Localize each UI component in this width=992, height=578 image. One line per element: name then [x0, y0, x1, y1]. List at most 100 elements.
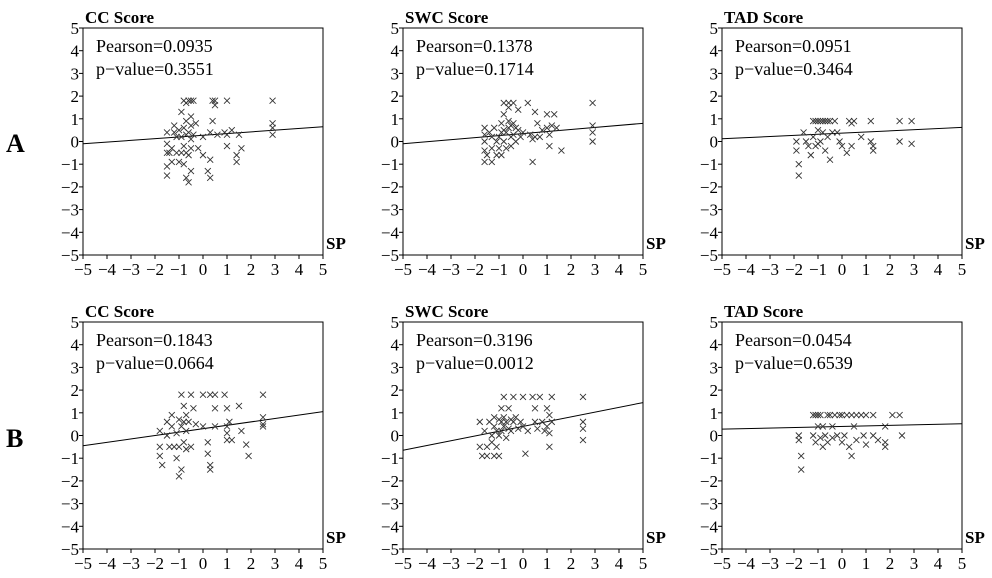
chart-4-xtick-label-3: −2 [146, 554, 164, 573]
chart-1-point-18-b [180, 124, 188, 132]
chart-5-point-23-b [502, 418, 510, 426]
chart-2-point-9 [488, 158, 496, 166]
chart-5-pvalue: p−value=0.0012 [416, 353, 534, 373]
chart-6-point-29 [848, 452, 855, 460]
chart-4-point-17-b [178, 466, 185, 473]
chart-5-point-34 [519, 393, 527, 401]
chart-5-point-13 [493, 443, 500, 451]
chart-5-point-53 [579, 418, 587, 426]
chart-6-xtick-label-10: 5 [958, 554, 967, 573]
chart-1-point-15 [178, 133, 185, 141]
chart-1-point-10-b [173, 149, 180, 157]
chart-3-point-0 [793, 138, 800, 145]
chart-2-point-41 [526, 131, 534, 139]
chart-2-xtick-label-8: 3 [591, 260, 600, 279]
chart-3-point-15-b [817, 117, 824, 125]
chart-5-point-10-b [490, 423, 498, 430]
chart-4-point-19-b [180, 418, 188, 426]
chart-4-point-17 [178, 466, 185, 473]
chart-2-point-38-b [517, 133, 524, 141]
chart-2-point-12 [493, 151, 500, 159]
chart-2-point-21-b [500, 138, 508, 145]
chart-3-point-30 [843, 149, 851, 157]
chart-2-point-5 [483, 151, 491, 159]
chart-6-point-28-b [848, 411, 855, 419]
chart-6-point-23 [838, 411, 846, 419]
chart-6-ytick-label-0: 5 [710, 313, 719, 332]
chart-5-point-41-b [534, 425, 541, 433]
chart-6-point-22 [836, 411, 843, 419]
chart-3-xlabel: SP [965, 234, 985, 253]
chart-5-xtick-label-2: −3 [442, 554, 460, 573]
chart-6-point-20-b [831, 411, 839, 419]
chart-1-point-59 [238, 144, 245, 152]
chart-5-point-47 [546, 411, 553, 419]
chart-1-point-37-b [190, 131, 197, 139]
chart-5-point-50 [548, 393, 556, 401]
chart-1-point-52 [223, 97, 231, 104]
chart-6-pvalue: p−value=0.6539 [735, 353, 853, 373]
chart-3-point-16-b [817, 138, 824, 145]
chart-1-point-26 [185, 97, 192, 104]
chart-5-point-22-b [500, 423, 508, 430]
chart-3-point-5-b [802, 138, 810, 145]
chart-5-xtick-label-9: 4 [615, 554, 624, 573]
chart-2-point-50-b [543, 124, 551, 132]
chart-4-ytick-label-0: 5 [71, 313, 80, 332]
chart-4-point-23-b [182, 445, 190, 453]
chart-5-point-16-b [495, 452, 503, 460]
chart-3-point-19-b [821, 117, 829, 125]
chart-1-point-40-b [199, 133, 207, 141]
chart-5-point-40-b [531, 418, 539, 426]
chart-4-point-43-b [223, 436, 231, 444]
chart-5-point-9-b [490, 414, 498, 421]
chart-5-point-36-b [522, 450, 529, 457]
chart-1-point-32-b [187, 122, 195, 129]
chart-6-point-3-b [797, 466, 805, 473]
chart-1-point-56 [233, 151, 240, 159]
chart-2-point-38 [517, 133, 524, 141]
chart-2-pvalue: p−value=0.1714 [416, 59, 534, 79]
chart-3-point-23-b [826, 117, 834, 125]
chart-1-point-40 [199, 133, 207, 141]
chart-1-point-10 [173, 149, 180, 157]
chart-5-ytick-label-5: 0 [391, 427, 400, 446]
chart-6-point-37 [869, 411, 877, 419]
chart-1-xtick-label-5: 0 [199, 260, 208, 279]
chart-5-point-49 [546, 443, 553, 451]
chart-5-point-44-b [541, 427, 548, 435]
chart-4-point-45 [228, 436, 236, 444]
chart-6-point-14 [821, 432, 829, 439]
chart-1-point-46 [209, 97, 216, 104]
chart-4-point-34 [206, 466, 214, 473]
chart-4-xtick-label-2: −3 [122, 554, 140, 573]
chart-3-point-29 [838, 142, 846, 150]
chart-3-point-8-b [809, 117, 817, 125]
chart-3-point-42 [908, 117, 915, 125]
chart-6-point-8-b [814, 411, 822, 419]
chart-4-point-53-b [259, 423, 267, 430]
chart-3-point-13 [814, 126, 822, 134]
chart-4-point-3-b [158, 461, 166, 469]
chart-2-point-22-b [502, 129, 510, 136]
chart-1-point-36-b [190, 97, 197, 104]
chart-1-point-49 [211, 101, 219, 109]
chart-3-point-24 [826, 156, 834, 163]
chart-3-point-37-b [867, 138, 875, 145]
chart-6-point-20 [831, 411, 839, 419]
chart-5-point-39 [531, 404, 539, 412]
chart-6-point-17-b [826, 411, 834, 419]
chart-3-point-23 [826, 117, 834, 125]
chart-2-xlabel: SP [646, 234, 666, 253]
chart-2-point-10 [490, 124, 498, 132]
chart-3-point-12 [814, 117, 822, 125]
chart-5-point-30-b [510, 418, 517, 426]
chart-4-point-34-b [206, 466, 214, 473]
chart-4-point-5 [163, 432, 171, 439]
chart-2-point-18-b [500, 99, 508, 107]
chart-1-xtick-label-1: −4 [98, 260, 117, 279]
chart-1-title: CC Score [85, 8, 155, 27]
chart-5-point-45-b [543, 404, 551, 412]
chart-4-point-49 [245, 452, 252, 460]
chart-3-point-19 [821, 117, 829, 125]
